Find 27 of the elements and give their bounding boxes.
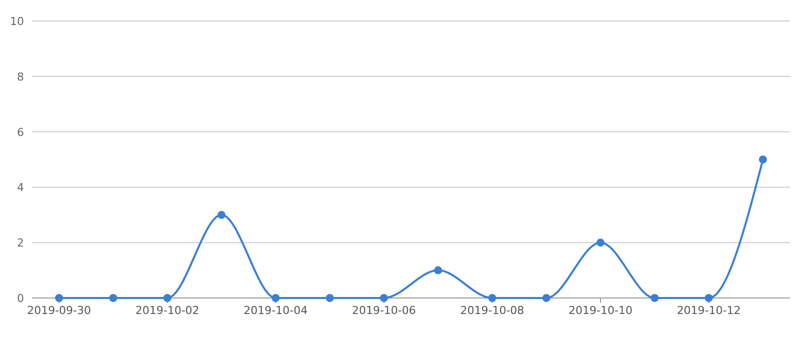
point <box>272 294 280 302</box>
point <box>326 294 334 302</box>
x-tick-label: 2019-10-12 <box>676 304 741 317</box>
x-tick-label: 2019-10-04 <box>244 304 308 317</box>
y-tick-label: 2 <box>17 236 24 250</box>
point <box>218 210 226 219</box>
y-tick-label: 10 <box>10 15 24 28</box>
y-tick-label: 8 <box>17 70 24 84</box>
y-tick-label: 6 <box>17 126 24 139</box>
point <box>542 294 550 302</box>
point <box>650 294 659 302</box>
point <box>109 294 118 302</box>
x-tick-label: 2019-10-06 <box>352 304 416 317</box>
x-tick-label: 2019-09-30 <box>27 304 92 317</box>
y-tick-label: 4 <box>17 181 24 194</box>
point <box>434 266 442 274</box>
point <box>596 238 604 247</box>
y-tick-label: 0 <box>17 292 24 305</box>
point <box>163 294 172 302</box>
point <box>380 294 388 302</box>
point <box>758 156 767 164</box>
point <box>704 294 713 302</box>
x-tick-label: 2019-10-10 <box>568 304 632 317</box>
point <box>55 294 64 302</box>
x-tick-label: 2019-10-02 <box>135 304 200 317</box>
x-tick-label: 2019-10-08 <box>460 304 524 317</box>
point <box>488 294 496 302</box>
